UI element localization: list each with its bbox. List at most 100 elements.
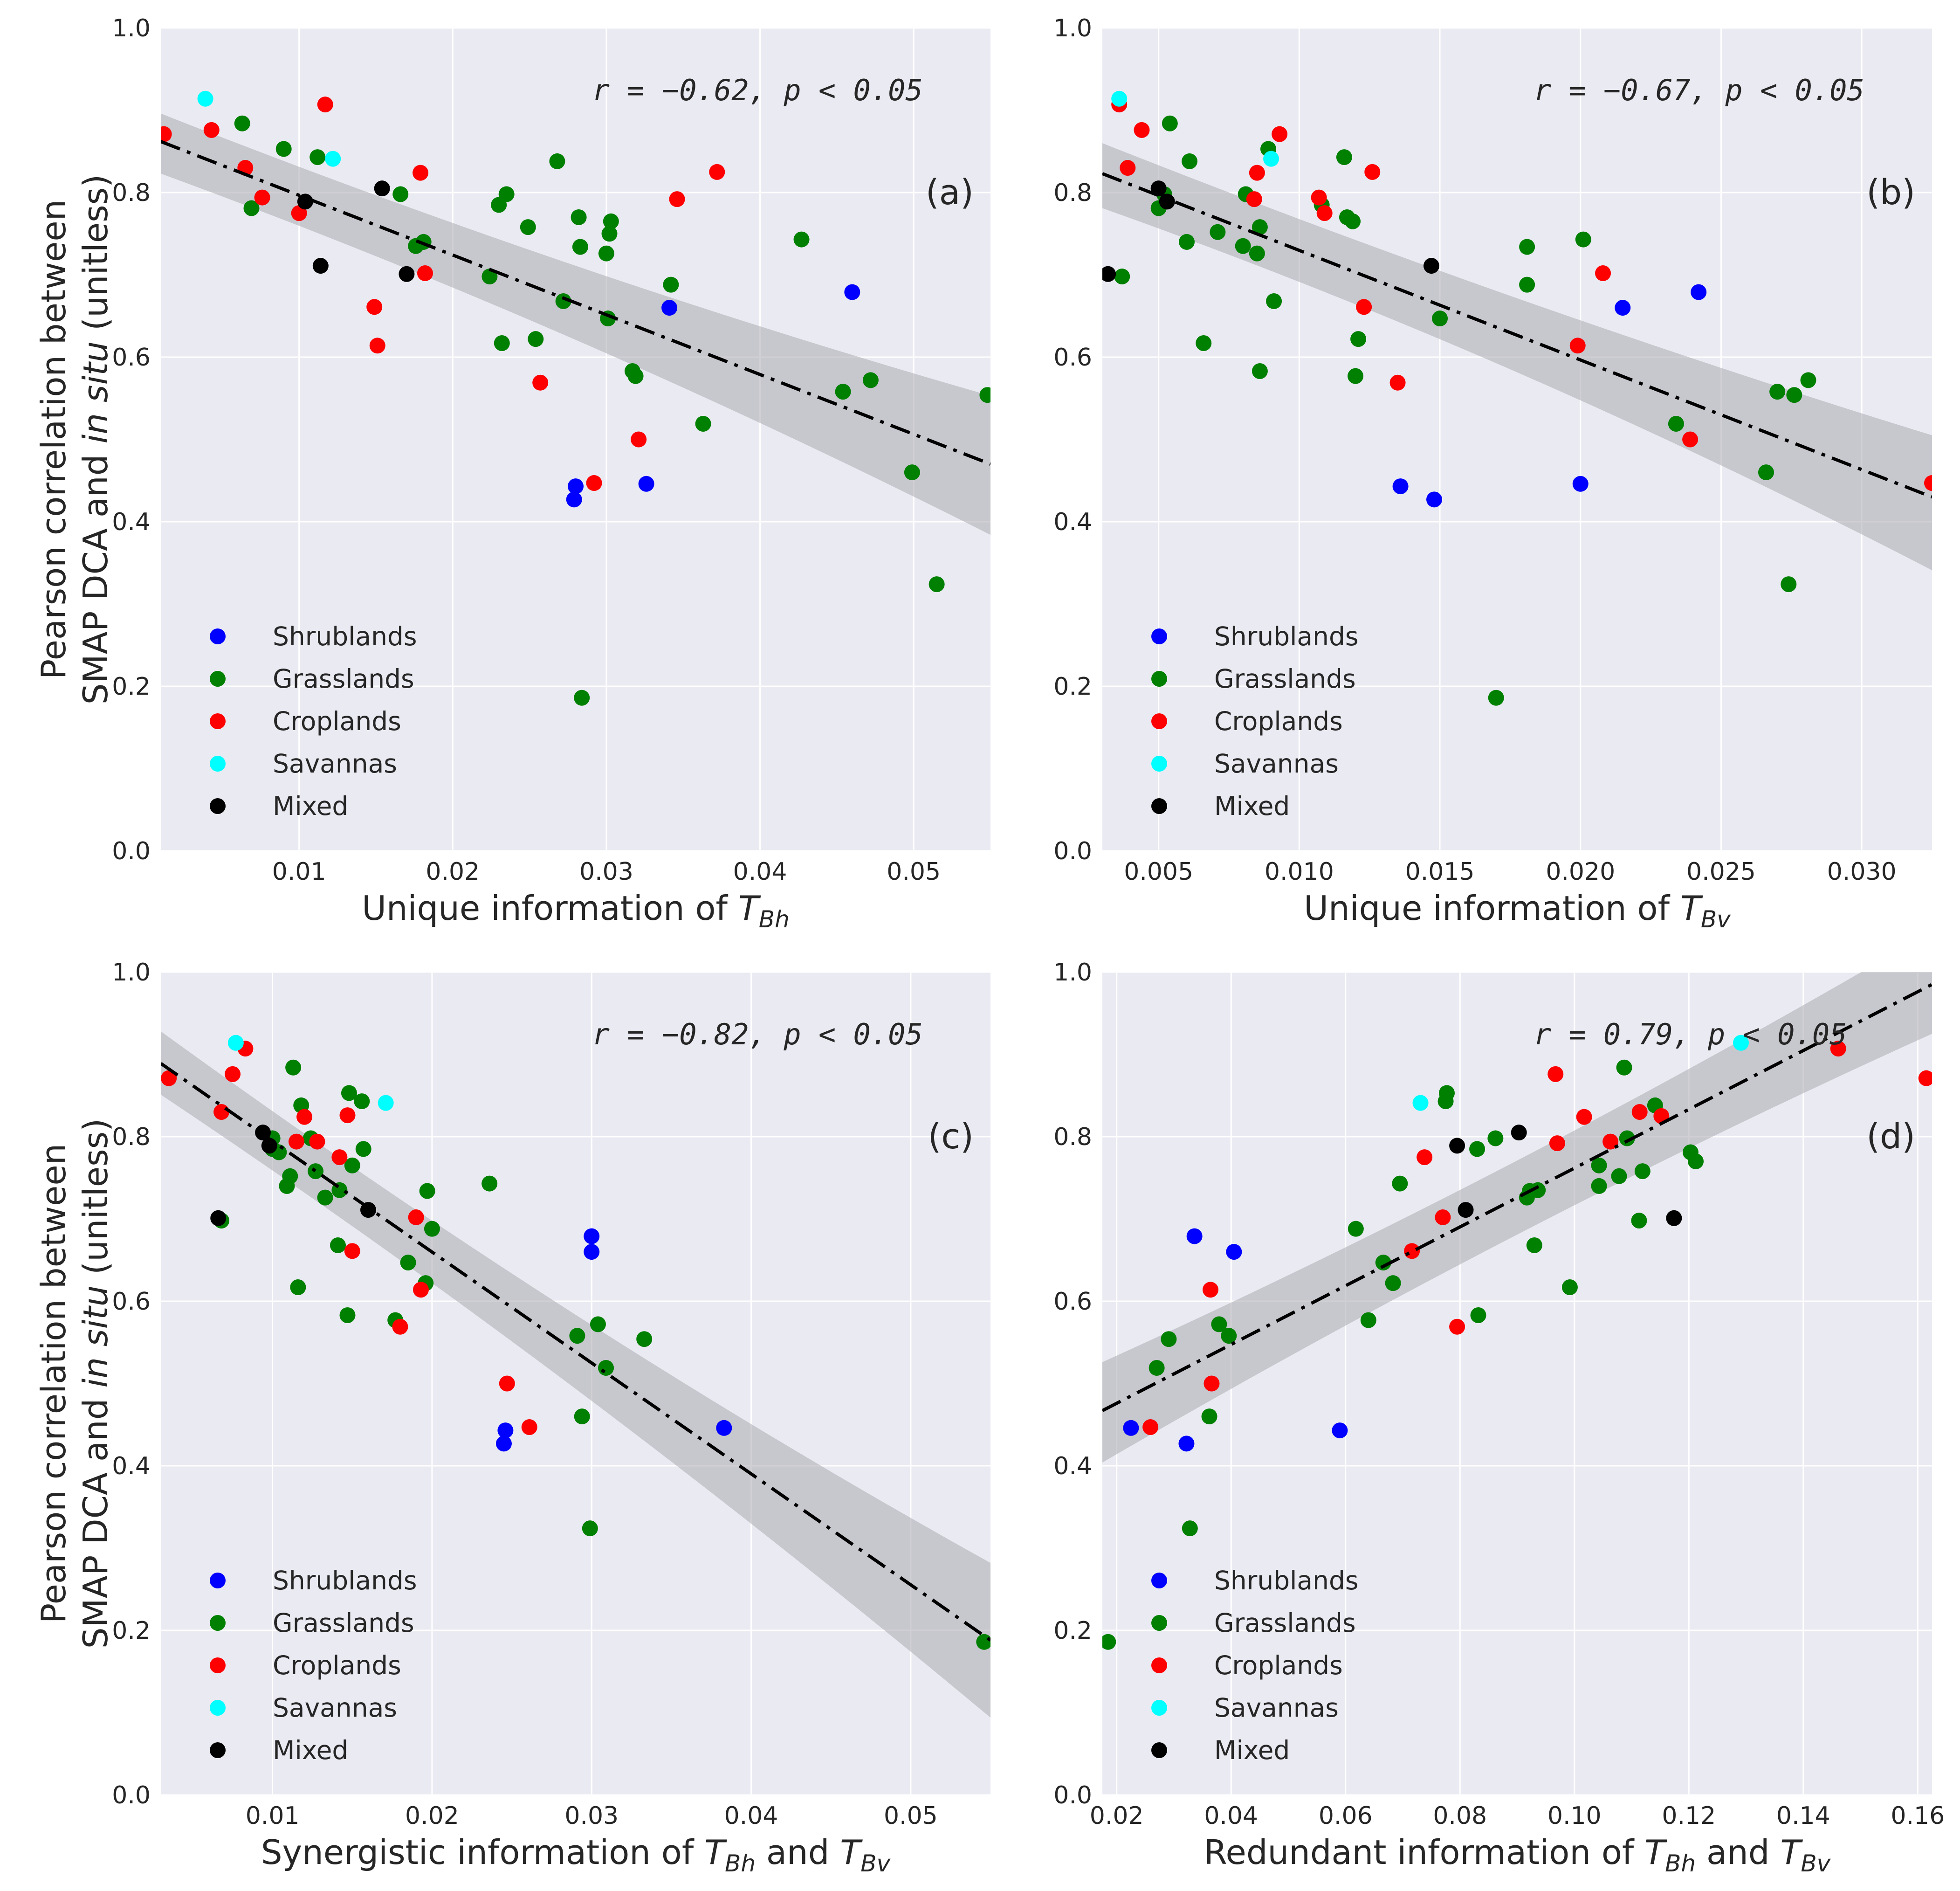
point-grasslands — [424, 1221, 440, 1237]
x-tick-label: 0.03 — [579, 858, 633, 886]
x-tick-label: 0.08 — [1433, 1802, 1487, 1830]
panel-b: 0.005 0.010 0.015 0.020 0.025 0.030 0.0 0.2 0.4 0… — [1053, 14, 1932, 933]
x-tick-label: 0.020 — [1546, 858, 1615, 886]
point-grasslands — [1252, 219, 1268, 235]
plot-content — [161, 90, 990, 706]
point-grasslands — [1201, 1408, 1217, 1425]
point-grasslands — [1235, 238, 1251, 254]
y-axis-labels: Pearson correlation between SMAP DCA and … — [34, 174, 115, 1649]
point-grasslands — [555, 293, 571, 309]
legend-marker-shrublands — [210, 628, 226, 644]
point-croplands — [413, 1282, 429, 1298]
panel-tag: (a) — [926, 173, 974, 213]
point-grasslands — [1336, 149, 1352, 166]
y-tick-label: 0.8 — [112, 179, 151, 207]
point-croplands — [1682, 431, 1699, 448]
point-croplands — [532, 374, 549, 391]
point-grasslands — [1348, 368, 1364, 384]
y-tick-label: 0.2 — [112, 673, 151, 701]
point-grasslands — [1221, 1328, 1237, 1344]
point-croplands — [296, 1109, 313, 1125]
legend-marker-mixed — [210, 798, 226, 814]
point-grasslands — [663, 276, 679, 293]
panel-c: 0.01 0.02 0.03 0.04 0.05 0.0 0.2 0.4 0.6 0.8 1.0 r … — [112, 959, 990, 1877]
point-grasslands — [1519, 276, 1535, 293]
legend-marker-grasslands — [210, 671, 226, 687]
legend-marker-grasslands — [1151, 1615, 1167, 1631]
point-grasslands — [1182, 153, 1198, 169]
point-grasslands — [309, 149, 326, 166]
y-tick-label: 0.4 — [112, 1452, 151, 1480]
point-grasslands — [862, 372, 879, 388]
legend-label: Savannas — [1214, 1693, 1339, 1723]
correlation-stat: r = −0.62, p < 0.05 — [592, 73, 923, 107]
point-shrublands — [497, 1422, 514, 1439]
point-croplands — [1449, 1318, 1465, 1335]
point-grasslands — [1182, 1520, 1198, 1537]
point-mixed — [312, 258, 329, 274]
legend-label: Mixed — [273, 791, 348, 821]
point-grasslands — [1210, 224, 1226, 240]
point-grasslands — [1162, 115, 1178, 131]
x-tick-label: 0.10 — [1547, 1802, 1602, 1830]
legend-label: Savannas — [273, 1693, 397, 1723]
x-tick-label: 0.12 — [1662, 1802, 1716, 1830]
legend-marker-shrublands — [210, 1573, 226, 1588]
point-mixed — [1449, 1138, 1465, 1154]
y-tick-label: 0.0 — [1053, 1781, 1092, 1809]
legend-marker-grasslands — [1151, 671, 1167, 687]
point-grasslands — [1668, 415, 1684, 432]
point-grasslands — [1591, 1178, 1607, 1194]
y-tick-label: 0.2 — [1053, 673, 1092, 701]
x-tick-label: 0.02 — [426, 858, 480, 886]
point-grasslands — [1786, 387, 1802, 403]
point-grasslands — [572, 239, 588, 255]
point-savannas — [197, 90, 213, 107]
point-grasslands — [928, 576, 945, 593]
legend-label: Savannas — [1214, 749, 1339, 779]
point-grasslands — [976, 1634, 990, 1650]
point-grasslands — [1102, 1634, 1116, 1650]
legend: Shrublands Grasslands Croplands Savannas Mix… — [1151, 621, 1359, 821]
point-grasslands — [1781, 576, 1797, 593]
point-shrublands — [638, 476, 654, 492]
point-croplands — [392, 1318, 408, 1335]
point-grasslands — [1350, 331, 1367, 347]
point-croplands — [709, 164, 725, 180]
y-tick-label: 1.0 — [1053, 14, 1092, 42]
panel-tag: (d) — [1866, 1117, 1915, 1157]
point-croplands — [331, 1149, 348, 1166]
point-mixed — [399, 266, 415, 282]
legend-label: Croplands — [273, 1650, 401, 1680]
legend-label: Croplands — [1214, 706, 1343, 736]
point-grasslands — [793, 231, 810, 248]
point-grasslands — [1211, 1316, 1227, 1332]
y-tick-label: 0.4 — [1053, 508, 1092, 536]
point-croplands — [1435, 1209, 1451, 1225]
point-grasslands — [1611, 1168, 1627, 1184]
legend-label: Grasslands — [1214, 1608, 1356, 1638]
x-tick-label: 0.14 — [1776, 1802, 1830, 1830]
y-tick-label: 0.8 — [1053, 179, 1092, 207]
point-shrublands — [1123, 1420, 1139, 1436]
point-grasslands — [355, 1141, 371, 1157]
legend-label: Shrublands — [273, 1566, 417, 1595]
point-grasslands — [598, 1360, 614, 1376]
point-grasslands — [275, 141, 292, 157]
legend-label: Grasslands — [1214, 664, 1356, 694]
point-croplands — [1918, 1070, 1932, 1086]
point-croplands — [225, 1066, 241, 1082]
point-grasslands — [603, 213, 619, 229]
point-grasslands — [400, 1255, 416, 1271]
point-grasslands — [636, 1331, 653, 1347]
legend-marker-savannas — [1151, 1700, 1167, 1716]
confidence-band — [1102, 143, 1932, 571]
x-tick-label: 0.04 — [733, 858, 787, 886]
y-tick-label: 0.0 — [1053, 837, 1092, 865]
x-axis-label: Unique information of TBv — [1304, 889, 1731, 933]
correlation-stat: r = −0.67, p < 0.05 — [1534, 73, 1864, 107]
point-croplands — [1417, 1149, 1433, 1166]
point-croplands — [1356, 299, 1372, 315]
regression-line — [161, 1062, 990, 1642]
x-tick-label: 0.025 — [1686, 858, 1756, 886]
